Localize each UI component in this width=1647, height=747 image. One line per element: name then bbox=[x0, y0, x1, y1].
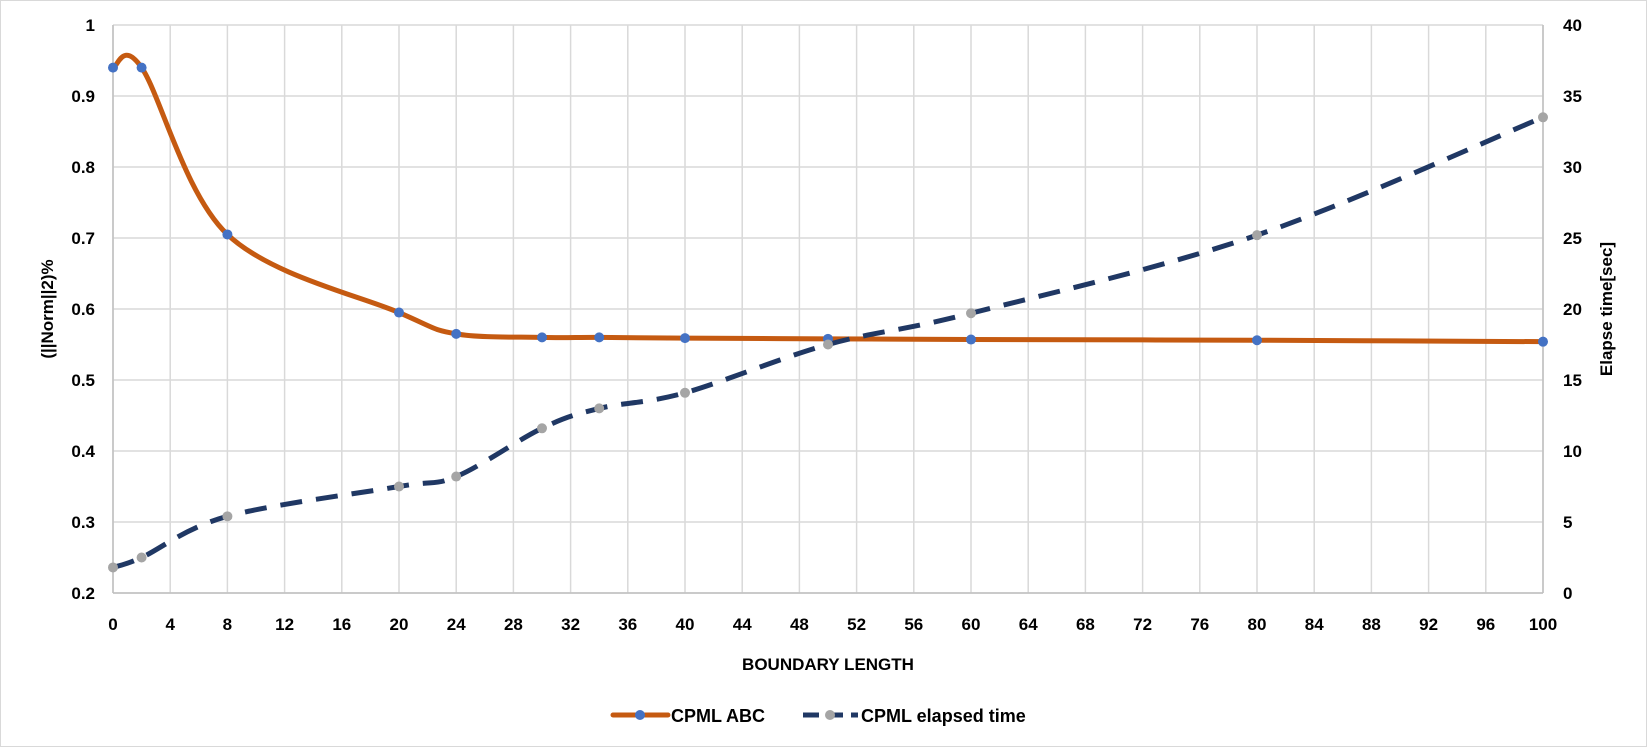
x-tick-label: 40 bbox=[676, 615, 695, 634]
right-y-tick-label: 35 bbox=[1563, 87, 1582, 106]
right-y-tick-label: 40 bbox=[1563, 16, 1582, 35]
left-y-tick-label: 0.2 bbox=[71, 584, 95, 603]
x-tick-label: 56 bbox=[904, 615, 923, 634]
data-point-series-1 bbox=[108, 562, 118, 573]
data-point-series-1 bbox=[966, 308, 976, 319]
x-tick-label: 4 bbox=[165, 615, 175, 634]
data-point-series-1 bbox=[1252, 230, 1262, 241]
left-y-tick-label: 0.7 bbox=[71, 229, 95, 248]
data-point-series-0 bbox=[222, 229, 233, 240]
data-point-series-1 bbox=[537, 423, 547, 434]
left-y-axis-title: (||Norm||2)% bbox=[38, 259, 57, 358]
x-tick-label: 92 bbox=[1419, 615, 1438, 634]
x-axis-title: BOUNDARY LENGTH bbox=[742, 655, 914, 674]
x-tick-label: 88 bbox=[1362, 615, 1381, 634]
left-y-tick-label: 0.6 bbox=[71, 300, 95, 319]
x-tick-label: 84 bbox=[1305, 615, 1324, 634]
data-point-series-0 bbox=[966, 334, 976, 345]
left-y-tick-label: 1 bbox=[86, 16, 95, 35]
x-tick-label: 64 bbox=[1019, 615, 1038, 634]
data-point-series-1 bbox=[222, 511, 233, 522]
data-point-series-0 bbox=[594, 332, 605, 343]
series-line-0 bbox=[110, 52, 1546, 345]
x-tick-label: 96 bbox=[1476, 615, 1495, 634]
gridlines bbox=[112, 24, 1544, 594]
data-point-series-0 bbox=[680, 333, 690, 344]
x-tick-label: 12 bbox=[275, 615, 294, 634]
data-point-series-1 bbox=[823, 339, 833, 350]
data-point-series-0 bbox=[451, 328, 462, 339]
left-y-tick-label: 0.5 bbox=[71, 371, 95, 390]
x-tick-label: 20 bbox=[390, 615, 409, 634]
right-y-tick-label: 5 bbox=[1563, 513, 1572, 532]
data-point-series-1 bbox=[136, 552, 147, 563]
left-y-tick-label: 0.8 bbox=[71, 158, 95, 177]
right-y-tick-label: 15 bbox=[1563, 371, 1582, 390]
data-point-series-1 bbox=[680, 387, 690, 398]
right-y-tick-label: 10 bbox=[1563, 442, 1582, 461]
x-tick-label: 44 bbox=[733, 615, 752, 634]
series-line-1 bbox=[112, 114, 1544, 570]
x-tick-label: 36 bbox=[618, 615, 637, 634]
data-point-series-1 bbox=[451, 471, 462, 482]
left-y-tick-label: 0.3 bbox=[71, 513, 95, 532]
x-tick-label: 0 bbox=[108, 615, 117, 634]
series-lines bbox=[110, 52, 1546, 570]
data-point-series-0 bbox=[1538, 336, 1548, 347]
x-tick-label: 52 bbox=[847, 615, 866, 634]
data-point-series-0 bbox=[108, 62, 118, 73]
x-tick-label: 28 bbox=[504, 615, 523, 634]
x-tick-label: 24 bbox=[447, 615, 466, 634]
x-tick-label: 8 bbox=[223, 615, 232, 634]
data-point-series-1 bbox=[394, 481, 404, 492]
legend-marker-1 bbox=[825, 710, 835, 720]
legend-label-1: CPML elapsed time bbox=[861, 706, 1026, 726]
data-point-series-1 bbox=[594, 403, 605, 414]
x-tick-label: 32 bbox=[561, 615, 580, 634]
data-point-series-0 bbox=[1252, 335, 1262, 346]
tick-labels: 0 4 8 12 16 20 24 28 32 36 40 44 48 52 56 60 64 68 72 76 80 8… bbox=[71, 16, 1582, 634]
data-point-series-0 bbox=[136, 62, 147, 73]
left-y-tick-label: 0.9 bbox=[71, 87, 95, 106]
x-tick-label: 68 bbox=[1076, 615, 1095, 634]
legend-marker-0 bbox=[635, 710, 645, 720]
data-point-series-1 bbox=[1538, 112, 1548, 123]
right-y-axis-title: Elapse time[sec] bbox=[1597, 242, 1616, 376]
right-y-tick-label: 20 bbox=[1563, 300, 1582, 319]
data-point-series-0 bbox=[394, 307, 404, 318]
x-tick-label: 16 bbox=[332, 615, 351, 634]
x-tick-label: 60 bbox=[962, 615, 981, 634]
right-y-tick-label: 25 bbox=[1563, 229, 1582, 248]
x-tick-label: 72 bbox=[1133, 615, 1152, 634]
legend-label-0: CPML ABC bbox=[671, 706, 765, 726]
x-tick-label: 76 bbox=[1190, 615, 1209, 634]
x-tick-label: 48 bbox=[790, 615, 809, 634]
right-y-tick-label: 30 bbox=[1563, 158, 1582, 177]
x-tick-label: 80 bbox=[1248, 615, 1267, 634]
legend: CPML ABC CPML elapsed time bbox=[610, 706, 1026, 726]
data-point-series-0 bbox=[537, 332, 547, 343]
right-y-tick-label: 0 bbox=[1563, 584, 1572, 603]
x-tick-label: 100 bbox=[1529, 615, 1557, 634]
left-y-tick-label: 0.4 bbox=[71, 442, 95, 461]
series-markers bbox=[108, 62, 1548, 573]
